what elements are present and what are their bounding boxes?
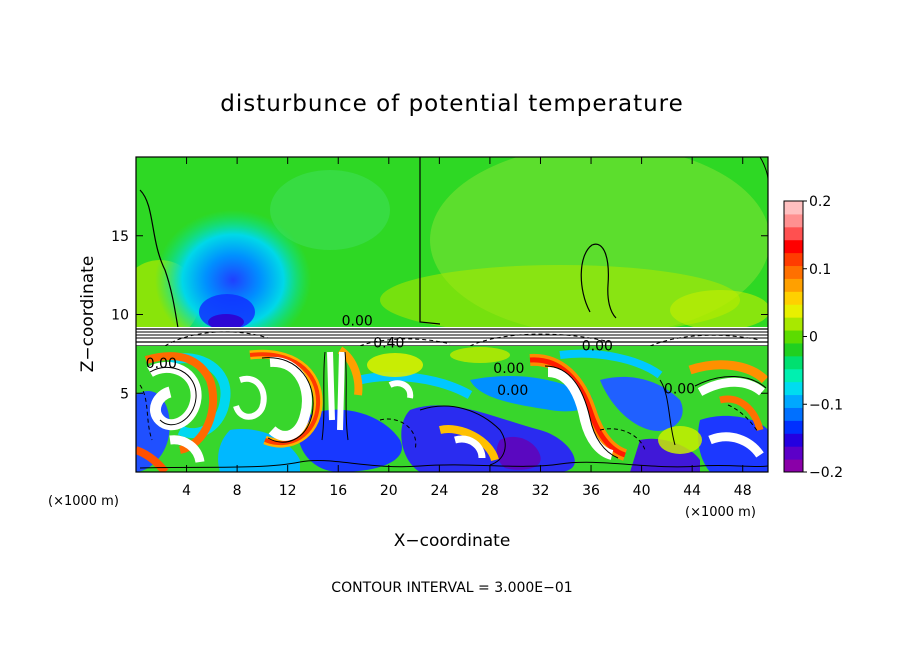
contour-label: 0.00 xyxy=(582,339,613,355)
colorbar-swatch xyxy=(784,433,803,447)
colorbar-swatch xyxy=(784,317,803,331)
colorbar-tick-label: −0.1 xyxy=(809,397,843,413)
x-axis-label: X−coordinate xyxy=(394,531,511,551)
colorbar-tick-label: 0.2 xyxy=(809,194,831,210)
colorbar-swatch xyxy=(784,446,803,460)
x-tick-label: 36 xyxy=(582,483,600,499)
colorbar-swatch xyxy=(784,201,803,215)
colorbar: 0.2 0.1 0 −0.1 −0.2 xyxy=(783,194,843,481)
colorbar-swatch xyxy=(784,407,803,421)
colorbar-swatch xyxy=(784,368,803,383)
y-tick-label: 5 xyxy=(120,386,129,402)
turbulent-layer xyxy=(136,346,768,472)
x-tick-label: 44 xyxy=(683,483,701,499)
contour-label: 0.00 xyxy=(664,381,695,397)
contour-label: 0.00 xyxy=(493,361,524,377)
colorbar-tick-label: 0 xyxy=(809,330,818,346)
colorbar-swatch xyxy=(784,394,803,408)
colorbar-swatch xyxy=(784,239,803,254)
x-tick-label: 20 xyxy=(380,483,398,499)
x-tick-label: 12 xyxy=(279,483,297,499)
heatmap-field xyxy=(136,157,768,472)
colorbar-swatch xyxy=(784,278,803,292)
x-axis: 4 8 12 16 20 24 28 32 36 40 44 48 xyxy=(182,157,752,499)
contour-label: 0.40 xyxy=(373,336,404,352)
contour-labels: 0.000.00 0.000.000.000.000.40 xyxy=(146,314,695,399)
x-tick-label: 24 xyxy=(430,483,448,499)
x-tick-label: 28 xyxy=(481,483,499,499)
x-tick-label: 4 xyxy=(182,483,191,499)
colorbar-swatch xyxy=(784,355,803,370)
colorbar-tick-label: 0.1 xyxy=(809,262,831,278)
contour-label: 0.00 xyxy=(146,356,177,372)
colorbar-swatch xyxy=(784,265,803,279)
colorbar-swatch xyxy=(784,291,803,305)
x-unit-label-right: (×1000 m) xyxy=(685,505,756,520)
colorbar-swatch xyxy=(784,459,803,473)
colorbar-swatch xyxy=(784,304,803,318)
x-tick-label: 32 xyxy=(532,483,550,499)
colorbar-swatch xyxy=(784,381,803,396)
x-tick-label: 48 xyxy=(734,483,752,499)
y-tick-label: 10 xyxy=(111,308,129,324)
contour-interval-note: CONTOUR INTERVAL = 3.000E−01 xyxy=(331,580,572,596)
colorbar-swatch xyxy=(784,330,803,344)
y-axis: 5 10 15 xyxy=(111,229,768,402)
x-tick-label: 8 xyxy=(233,483,242,499)
colorbar-swatch xyxy=(784,420,803,434)
contour-label: 0.00 xyxy=(342,314,373,330)
x-tick-label: 16 xyxy=(329,483,347,499)
colorbar-tick-label: −0.2 xyxy=(809,465,843,481)
colorbar-swatch xyxy=(784,226,803,241)
contour-label: 0.00 xyxy=(497,383,528,399)
colorbar-swatch xyxy=(784,342,803,357)
colorbar-swatch xyxy=(784,213,803,228)
x-unit-label: (×1000 m) xyxy=(48,494,119,509)
boundary-band xyxy=(136,327,768,347)
y-tick-label: 15 xyxy=(111,229,129,245)
y-axis-label: Z−coordinate xyxy=(78,256,98,373)
x-tick-label: 40 xyxy=(633,483,651,499)
colorbar-swatch xyxy=(784,252,803,267)
chart-title: disturbunce of potential temperature xyxy=(220,91,684,117)
